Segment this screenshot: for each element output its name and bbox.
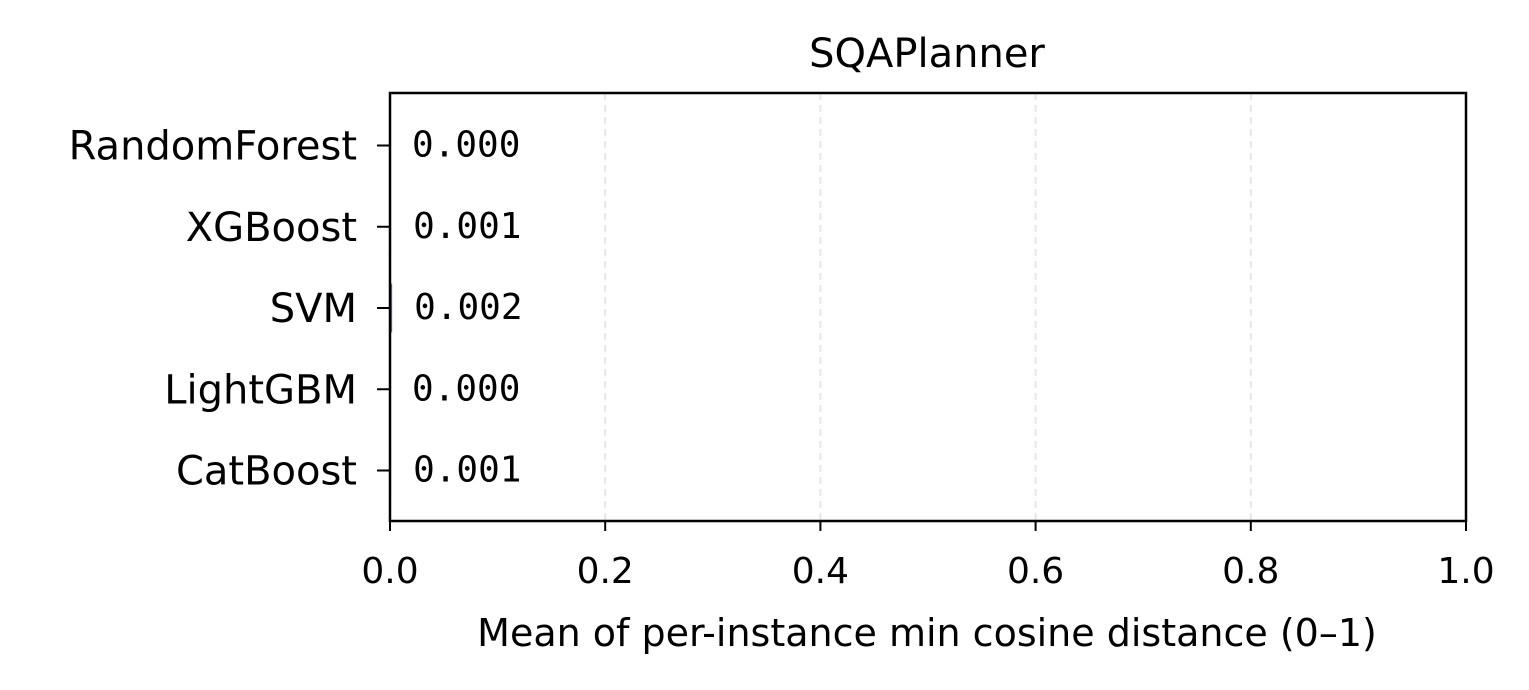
y-tick-label: XGBoost bbox=[186, 205, 357, 251]
y-tick-label: RandomForest bbox=[69, 124, 357, 170]
x-axis-ticks: 0.0 0.2 0.4 0.6 0.8 1.0 bbox=[361, 521, 1495, 592]
x-axis-label: Mean of per-instance min cosine distance… bbox=[477, 611, 1377, 655]
data-label: 0.001 bbox=[413, 450, 521, 491]
data-label: 0.000 bbox=[412, 368, 520, 409]
x-tick-label: 0.6 bbox=[1007, 551, 1064, 592]
y-tick-label: CatBoost bbox=[176, 449, 357, 495]
y-tick-label: LightGBM bbox=[164, 367, 357, 413]
data-label: 0.001 bbox=[413, 206, 521, 247]
x-tick-label: 0.2 bbox=[577, 551, 634, 592]
x-tick-label: 0.0 bbox=[361, 551, 418, 592]
x-tick-label: 0.8 bbox=[1222, 551, 1279, 592]
grid-lines bbox=[604, 93, 1252, 521]
plot-frame bbox=[388, 91, 1468, 523]
x-tick-label: 1.0 bbox=[1437, 551, 1494, 592]
data-label: 0.002 bbox=[414, 287, 522, 328]
y-axis-ticks: RandomForest XGBoost SVM LightGBM CatBoost bbox=[69, 124, 390, 495]
chart-title: SQAPlanner bbox=[809, 31, 1045, 77]
data-labels: 0.000 0.001 0.002 0.000 0.001 bbox=[412, 125, 523, 491]
y-tick-label: SVM bbox=[270, 286, 357, 332]
data-label: 0.000 bbox=[412, 125, 520, 166]
x-tick-label: 0.4 bbox=[792, 551, 849, 592]
